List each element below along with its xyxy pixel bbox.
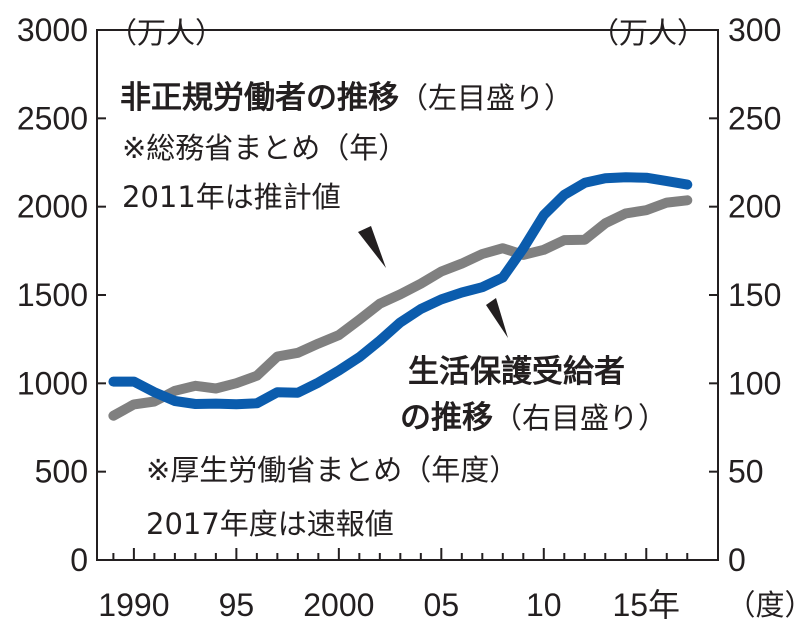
left-axis-tick-label: 3000 (17, 12, 88, 48)
x-axis: 1990 95 2000 05 10 15年 (98, 548, 689, 623)
x-axis-tick-label: 10 (526, 587, 562, 623)
series-line-nonregular-workers (108, 195, 693, 421)
series-title-welfare-line2: の推移（右目盛り） (400, 400, 667, 436)
series-title-welfare-line1: 生活保護受給者 (408, 354, 625, 390)
series-title-nonregular-workers: 非正規労働者の推移（左目盛り） (120, 80, 573, 116)
left-axis-tick-label: 0 (70, 542, 88, 578)
right-axis-tick-label: 0 (728, 542, 746, 578)
right-axis-tick-label: 150 (728, 277, 781, 313)
right-axis: 300 250 200 150 100 50 0 (709, 12, 781, 578)
right-axis-unit: （万人） (590, 16, 706, 50)
right-axis-tick-label: 250 (728, 100, 781, 136)
left-axis-tick-label: 2000 (17, 189, 88, 225)
right-axis-tick-label: 100 (728, 365, 781, 401)
series-note-estimate: 2011年は推計値 (122, 180, 341, 214)
x-axis-tick-label: 15年 (612, 587, 680, 623)
right-axis-tick-label: 50 (728, 454, 764, 490)
x-axis-tick-label: 2000 (303, 587, 374, 623)
left-axis-tick-label: 2500 (17, 100, 88, 136)
left-axis: 3000 2500 2000 1500 1000 500 0 (17, 12, 106, 578)
series-axis-label: （右目盛り） (493, 401, 667, 435)
x-axis-tick-label: 1990 (98, 587, 169, 623)
series-note-source: ※総務省まとめ（年） (122, 131, 407, 165)
pointer-arrow-nonregular (358, 226, 386, 268)
right-axis-tick-label: 200 (728, 189, 781, 225)
series-line-welfare-recipients (108, 172, 693, 410)
left-axis-unit: （万人） (108, 16, 224, 50)
left-axis-tick-label: 1500 (17, 277, 88, 313)
series-axis-label: （左目盛り） (399, 81, 573, 115)
x-axis-tick-label: 95 (219, 587, 255, 623)
left-axis-tick-label: 500 (35, 454, 88, 490)
right-axis-tick-label: 300 (728, 12, 781, 48)
series-title-text: の推移 (400, 400, 493, 436)
series-note-source: ※厚生労働省まとめ（年度） (146, 453, 518, 487)
x-axis-unit: （度） (726, 588, 799, 622)
left-axis-tick-label: 1000 (17, 365, 88, 401)
series-note-preliminary: 2017年度は速報値 (146, 507, 394, 541)
pointer-arrow-welfare (486, 298, 508, 338)
x-axis-tick-label: 05 (424, 587, 460, 623)
series-title-text: 非正規労働者の推移 (120, 80, 399, 116)
